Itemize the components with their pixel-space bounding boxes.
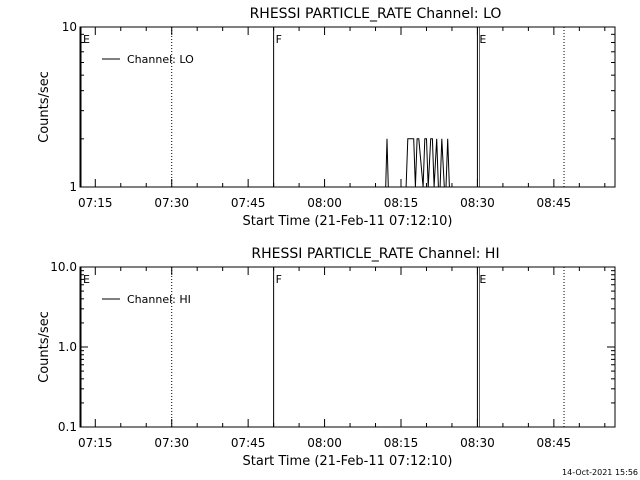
marker-label-e: E (83, 33, 90, 46)
y-tick-label: 10 (62, 20, 77, 34)
marker-label-e: E (479, 273, 486, 286)
chart-panel-2: RHESSI PARTICLE_RATE Channel: HI 07:15 07:… (37, 246, 616, 469)
plot-frame (79, 266, 616, 428)
marker-label-f: F (276, 33, 282, 46)
y-tick-label: 0.1 (58, 420, 77, 434)
y-axis-label: Counts/sec (37, 311, 52, 383)
x-axis-label: Start Time (21-Feb-11 07:12:10) (243, 214, 453, 229)
x-tick-label: 07:15 (78, 436, 113, 450)
x-tick-label: 08:00 (307, 196, 342, 210)
x-tick-label: 08:30 (460, 436, 495, 450)
marker-label-e: E (479, 33, 486, 46)
x-tick-label: 07:30 (154, 436, 189, 450)
legend-entry: Channel: HI (127, 293, 191, 306)
chart-panel-1: RHESSI PARTICLE_RATE Channel: LO 07:15 07:… (37, 6, 616, 229)
x-tick-label: 08:00 (307, 436, 342, 450)
plot-frame (79, 26, 616, 188)
x-tick-label: 08:15 (384, 436, 419, 450)
x-tick-label: 07:15 (78, 196, 113, 210)
chart-title: RHESSI PARTICLE_RATE Channel: HI (251, 246, 499, 262)
x-tick-label: 08:45 (537, 196, 572, 210)
x-tick-label: 08:45 (537, 436, 572, 450)
series-line-0 (385, 138, 450, 188)
legend-entry: Channel: LO (127, 53, 194, 66)
y-tick-label: 10.0 (50, 260, 77, 274)
y-axis-label: Counts/sec (37, 71, 52, 143)
x-axis-label: Start Time (21-Feb-11 07:12:10) (243, 454, 453, 469)
y-tick-label: 1 (69, 180, 77, 194)
y-tick-label: 1.0 (58, 340, 77, 354)
x-tick-label: 07:45 (231, 196, 266, 210)
marker-label-e: E (83, 273, 90, 286)
chart-title: RHESSI PARTICLE_RATE Channel: LO (250, 6, 502, 22)
x-tick-label: 08:15 (384, 196, 419, 210)
x-tick-label: 07:45 (231, 436, 266, 450)
marker-label-f: F (276, 273, 282, 286)
timestamp: 14-Oct-2021 15:56 (562, 468, 638, 477)
x-tick-label: 08:30 (460, 196, 495, 210)
x-tick-label: 07:30 (154, 196, 189, 210)
